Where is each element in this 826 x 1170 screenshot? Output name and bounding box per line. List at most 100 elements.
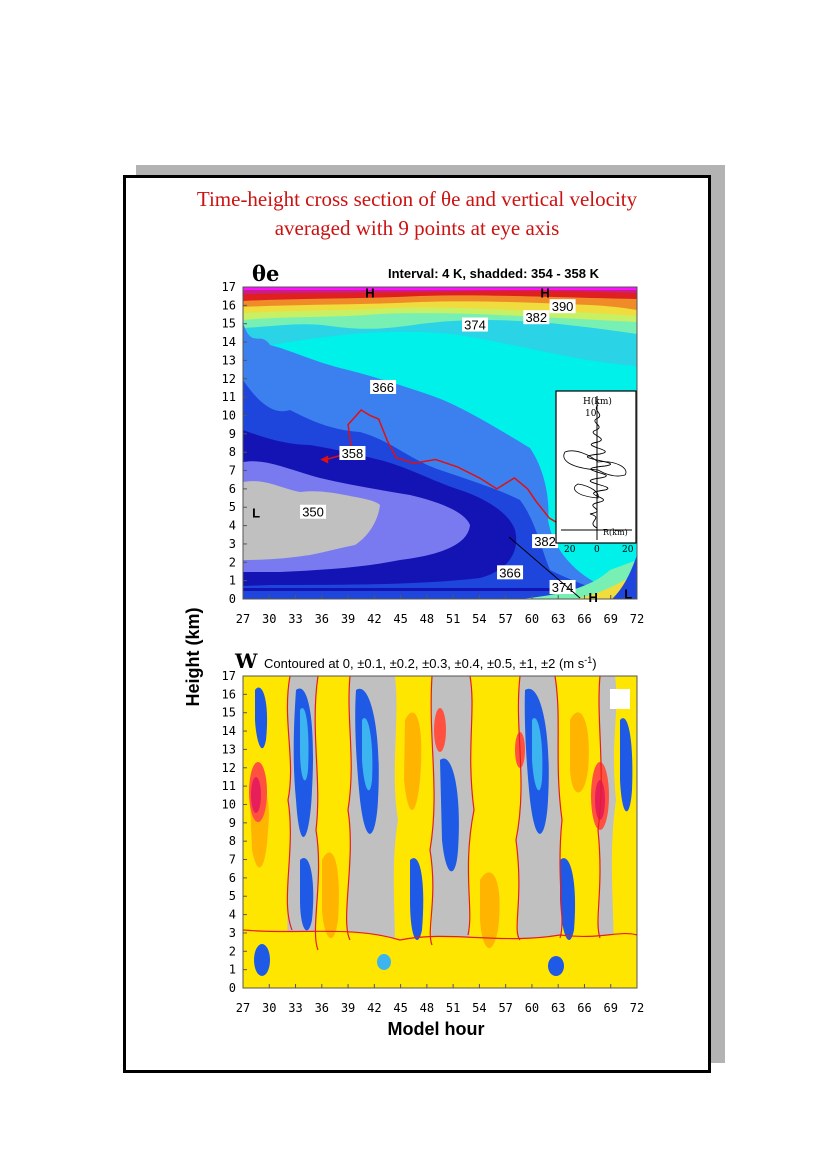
theta-bottom-band: [243, 588, 573, 591]
y-tick-label: 1: [229, 963, 236, 977]
x-tick-label: 51: [446, 1001, 460, 1015]
x-tick-label: 45: [393, 1001, 407, 1015]
x-tick-label: 66: [577, 1001, 591, 1015]
w-zero-contour-8: [597, 676, 602, 939]
x-tick-label: 72: [630, 612, 644, 626]
w-down-blue-1: [255, 687, 268, 749]
w-down-blue-9: [620, 718, 633, 812]
y-tick-label: 4: [229, 908, 236, 922]
contour-label: 374: [552, 580, 574, 595]
w-down-blue-4: [440, 758, 459, 872]
w-zero-contour-6: [515, 676, 522, 941]
y-tick-label: 10: [222, 797, 236, 811]
w-zero-contour-1: [286, 676, 293, 931]
theta-x-tick-labels: 27 30 33 36 39 42 45 48 51 54 57 60 63 66 69 72: [236, 595, 644, 626]
x-tick-label: 33: [288, 612, 302, 626]
y-tick-label: 11: [222, 390, 236, 404]
x-tick-label: 42: [367, 1001, 381, 1015]
w-down-blue-6: [300, 858, 314, 931]
w-core-red-3: [434, 708, 446, 752]
figure-title-line2: averaged with 9 points at eye axis: [274, 216, 560, 240]
inset-track-trace: [586, 404, 611, 529]
w-panel-symbol: W: [234, 649, 258, 673]
x-tick-label: 54: [472, 612, 486, 626]
theta-band-grey: [243, 481, 380, 560]
y-tick-label: 13: [222, 742, 236, 756]
contour-label-bg: [300, 504, 327, 519]
y-tick-label: 0: [229, 981, 236, 995]
hl-marker: L: [624, 586, 632, 601]
y-tick-label: 2: [229, 944, 236, 958]
w-core-orange-3: [480, 872, 500, 949]
contour-label: 382: [534, 534, 556, 549]
contour-label: 366: [372, 380, 394, 395]
hl-marker: H: [540, 286, 549, 301]
y-tick-label: 12: [222, 372, 236, 386]
y-tick-label: 1: [229, 574, 236, 588]
contour-label: 374: [464, 318, 486, 333]
y-tick-label: 3: [229, 537, 236, 551]
contour-label-bg: [497, 565, 524, 580]
w-core-crimson-1: [251, 777, 261, 813]
y-tick-label: 6: [229, 871, 236, 885]
x-tick-label: 57: [498, 1001, 512, 1015]
w-region-yellow-bottom: [243, 930, 637, 988]
x-tick-label: 30: [262, 612, 276, 626]
w-down-blue-10: [254, 944, 270, 976]
theta-eye-track: [320, 409, 590, 538]
y-tick-label: 6: [229, 482, 236, 496]
theta-contour-labels: 390 382 374 366 358 350 382 366 374: [300, 299, 576, 595]
x-tick-label: 39: [341, 612, 355, 626]
y-tick-label: 17: [222, 280, 236, 294]
contour-label-bg: [549, 579, 576, 594]
contour-label-bg: [523, 310, 550, 325]
y-tick-label: 0: [229, 592, 236, 606]
w-panel-annotation-end: ): [592, 656, 596, 671]
inset-ytick-10: 10: [585, 409, 597, 419]
w-panel-annotation: Contoured at 0, ±0.1, ±0.2, ±0.3, ±0.4, …: [264, 656, 585, 671]
x-tick-label: 51: [446, 612, 460, 626]
y-tick-label: 12: [222, 761, 236, 775]
w-contour-fill: [243, 676, 637, 988]
contour-label: 350: [302, 505, 324, 520]
y-tick-label: 5: [229, 889, 236, 903]
y-tick-label: 7: [229, 464, 236, 478]
theta-panel: θe Interval: 4 K, shadded: 354 - 358 K: [222, 261, 645, 626]
y-tick-label: 14: [222, 724, 236, 738]
theta-plot-border: [242, 286, 638, 600]
y-tick-label: 10: [222, 408, 236, 422]
y-tick-label: 2: [229, 555, 236, 569]
w-core-orange-2: [404, 712, 422, 810]
inset-track-loop: [563, 450, 627, 477]
x-tick-label: 36: [315, 1001, 329, 1015]
y-tick-label: 7: [229, 853, 236, 867]
y-tick-label: 3: [229, 926, 236, 940]
w-down-cyan-2: [300, 708, 309, 781]
x-tick-label: 60: [525, 612, 539, 626]
x-tick-label: 69: [604, 612, 618, 626]
contour-label: 358: [342, 446, 364, 461]
w-down-cyan-5: [532, 718, 543, 791]
theta-band-lower-blue: [612, 555, 637, 599]
hl-marker: L: [252, 506, 260, 521]
w-plot-border: [242, 675, 638, 989]
x-tick-label: 60: [525, 1001, 539, 1015]
inset-xtick-center: 0: [594, 545, 600, 555]
w-region-yellow-3: [392, 676, 435, 988]
x-tick-label: 27: [236, 612, 250, 626]
w-down-blue-8: [560, 858, 576, 940]
x-tick-label: 63: [551, 612, 565, 626]
eye-track-line: [325, 409, 590, 538]
w-down-blue-11: [548, 956, 564, 976]
contour-label: 382: [525, 310, 547, 325]
x-tick-label: 36: [315, 612, 329, 626]
w-zero-contour-3: [345, 676, 352, 941]
theta-band-pink: [243, 287, 637, 290]
contour-label-bg: [462, 317, 489, 332]
w-down-cyan-3: [362, 718, 373, 791]
contour-label: 390: [552, 299, 574, 314]
w-down-blue-7: [410, 858, 424, 940]
eye-track-arrow: [320, 455, 329, 464]
